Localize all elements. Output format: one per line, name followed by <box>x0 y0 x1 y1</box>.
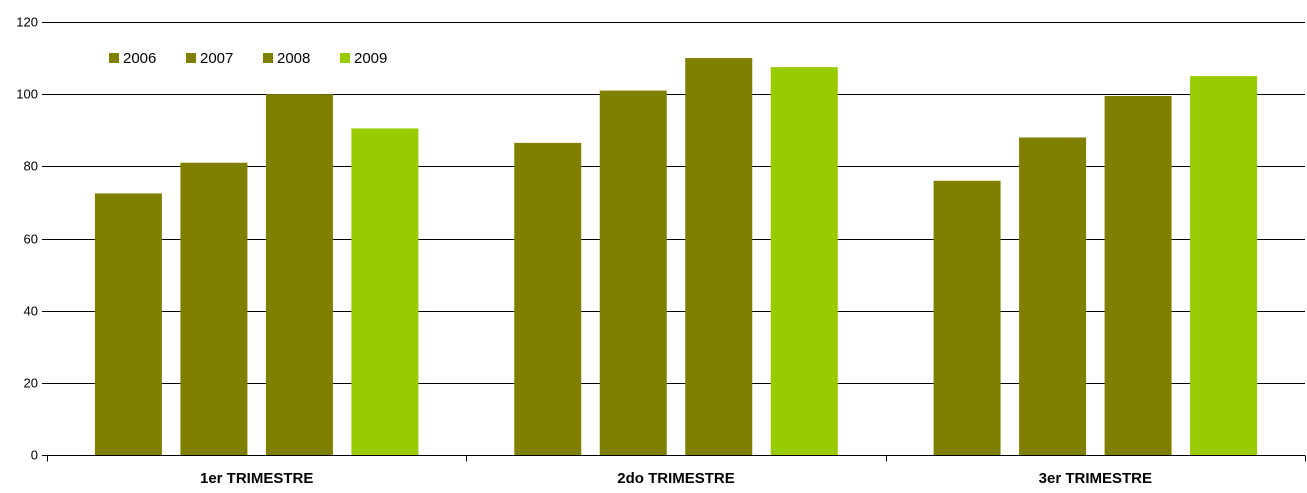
bar-2007-1 <box>180 162 248 455</box>
y-tick-label: 40 <box>24 304 38 319</box>
y-tick-label: 0 <box>31 448 38 463</box>
bar-2006-3 <box>933 180 1001 455</box>
legend: 2006 2007 2008 2009 <box>109 50 387 67</box>
gridlines <box>47 22 1305 384</box>
y-tick-label: 60 <box>24 232 38 247</box>
bar-2006-1 <box>94 193 162 456</box>
x-category-label: 3er TRIMESTRE <box>1039 470 1152 487</box>
bar-2009-3 <box>1190 76 1258 455</box>
y-tick-label: 80 <box>24 159 38 174</box>
legend-label-2008: 2008 <box>277 50 310 67</box>
y-tick-label: 120 <box>16 15 38 30</box>
legend-swatch-2006 <box>109 53 119 63</box>
bar-2008-1 <box>265 94 333 456</box>
bar-2006-2 <box>514 142 582 456</box>
axis-labels: 0 20 40 60 80 100 120 1er TRIMESTRE 2do TRIMESTR… <box>16 15 1152 488</box>
bar-2009-1 <box>351 128 419 455</box>
bar-2009-2 <box>770 67 838 456</box>
legend-label-2007: 2007 <box>200 50 233 67</box>
bar-2007-2 <box>599 90 667 455</box>
bar-2008-3 <box>1104 95 1172 456</box>
bars <box>94 58 1258 456</box>
legend-swatch-2008 <box>263 53 273 63</box>
x-category-label: 2do TRIMESTRE <box>617 470 735 487</box>
y-tick-label: 20 <box>24 376 38 391</box>
legend-label-2006: 2006 <box>123 50 156 67</box>
bar-2007-3 <box>1019 137 1087 455</box>
legend-swatch-2009 <box>340 53 350 63</box>
legend-swatch-2007 <box>186 53 196 63</box>
axes <box>42 22 1306 462</box>
legend-label-2009: 2009 <box>354 50 387 67</box>
y-tick-label: 100 <box>16 87 38 102</box>
bar-2008-2 <box>685 58 753 455</box>
x-category-label: 1er TRIMESTRE <box>200 470 313 487</box>
